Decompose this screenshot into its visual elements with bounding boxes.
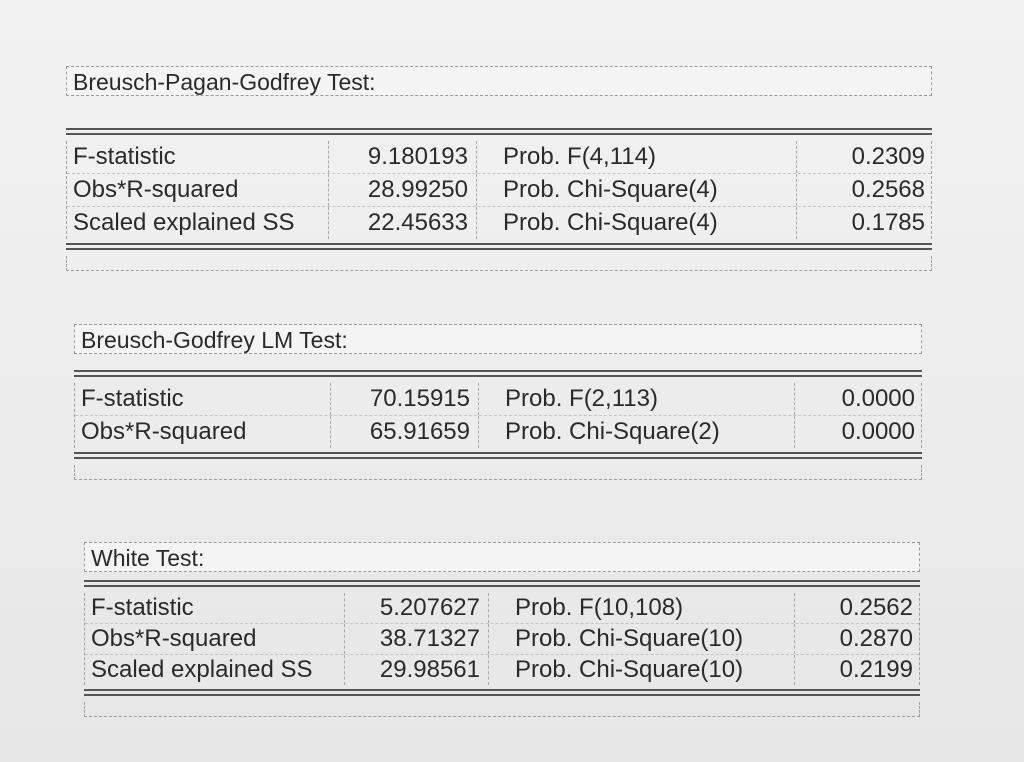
prob-label: Prob. F(10,108): [489, 593, 795, 623]
prob-value: 0.2199: [839, 656, 913, 683]
table-row: F-statistic 70.15915 Prob. F(2,113) 0.00…: [75, 383, 921, 416]
prob-label: Prob. Chi-Square(10): [489, 624, 795, 654]
prob-value: 0.0000: [841, 418, 915, 445]
white-header-rule: [84, 580, 920, 587]
bg-lm-rows: F-statistic 70.15915 Prob. F(2,113) 0.00…: [74, 383, 922, 448]
white-rows: F-statistic 5.207627 Prob. F(10,108) 0.2…: [84, 593, 920, 685]
prob-value: 0.1785: [851, 209, 925, 236]
prob-value: 0.0000: [841, 385, 915, 412]
stat-value: 22.45633: [329, 207, 477, 239]
table-row: F-statistic 9.180193 Prob. F(4,114) 0.23…: [67, 141, 931, 174]
stat-label: Obs*R-squared: [67, 174, 329, 206]
bg-lm-test-table: Breusch-Godfrey LM Test: F-statistic 70.…: [74, 324, 922, 480]
prob-label: Prob. Chi-Square(2): [479, 416, 795, 448]
prob-label: Prob. Chi-Square(4): [477, 207, 797, 239]
prob-value: 0.2562: [839, 594, 913, 621]
bpg-footer-rule: [66, 243, 932, 250]
stat-label: Obs*R-squared: [75, 416, 331, 448]
table-row: Scaled explained SS 22.45633 Prob. Chi-S…: [67, 207, 931, 239]
stat-label: Scaled explained SS: [67, 207, 329, 239]
white-test-title: White Test:: [84, 542, 920, 572]
prob-label: Prob. Chi-Square(10): [489, 655, 795, 685]
white-table-tail: [84, 702, 920, 717]
stat-label: F-statistic: [67, 141, 329, 173]
table-row: Obs*R-squared 28.99250 Prob. Chi-Square(…: [67, 174, 931, 207]
bg-lm-header-rule: [74, 370, 922, 377]
table-row: Obs*R-squared 65.91659 Prob. Chi-Square(…: [75, 416, 921, 448]
table-row: Scaled explained SS 29.98561 Prob. Chi-S…: [85, 655, 919, 685]
prob-label: Prob. Chi-Square(4): [477, 174, 797, 206]
bpg-table-tail: [66, 256, 932, 271]
stat-label: F-statistic: [75, 383, 331, 415]
stat-label: Obs*R-squared: [85, 624, 345, 654]
bg-lm-footer-rule: [74, 452, 922, 459]
bg-lm-table-tail: [74, 465, 922, 480]
prob-value: 0.2568: [851, 176, 925, 203]
bpg-rows: F-statistic 9.180193 Prob. F(4,114) 0.23…: [66, 141, 932, 239]
stat-value: 65.91659: [331, 416, 479, 448]
stat-value: 29.98561: [345, 655, 489, 685]
prob-label: Prob. F(2,113): [479, 383, 795, 415]
bpg-header-rule: [66, 128, 932, 135]
stat-label: Scaled explained SS: [85, 655, 345, 685]
stat-label: F-statistic: [85, 593, 345, 623]
white-footer-rule: [84, 689, 920, 696]
stat-value: 9.180193: [329, 141, 477, 173]
stat-value: 70.15915: [331, 383, 479, 415]
white-test-table: White Test: F-statistic 5.207627 Prob. F…: [84, 542, 920, 717]
stat-value: 5.207627: [345, 593, 489, 623]
bpg-test-table: Breusch-Pagan-Godfrey Test: F-statistic …: [66, 66, 932, 271]
prob-value: 0.2870: [839, 625, 913, 652]
bpg-test-title: Breusch-Pagan-Godfrey Test:: [66, 66, 932, 96]
table-row: F-statistic 5.207627 Prob. F(10,108) 0.2…: [85, 593, 919, 624]
stat-value: 28.99250: [329, 174, 477, 206]
bg-lm-test-title: Breusch-Godfrey LM Test:: [74, 324, 922, 354]
prob-value: 0.2309: [851, 143, 925, 170]
prob-label: Prob. F(4,114): [477, 141, 797, 173]
stat-value: 38.71327: [345, 624, 489, 654]
table-row: Obs*R-squared 38.71327 Prob. Chi-Square(…: [85, 624, 919, 655]
